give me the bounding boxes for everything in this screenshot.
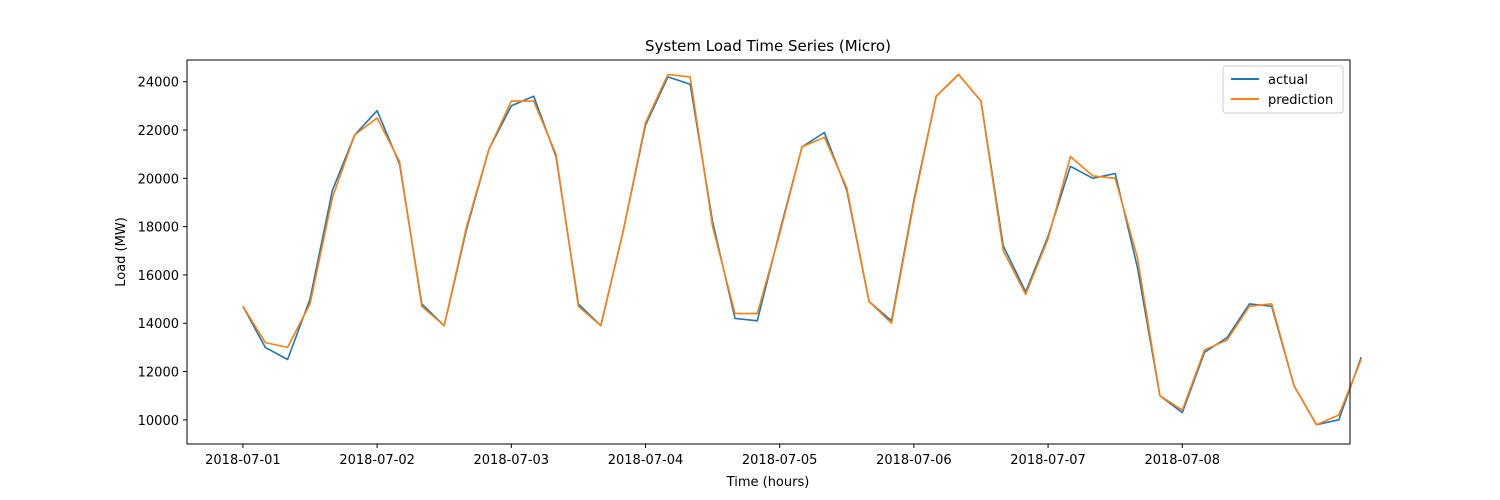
y-tick-label: 20000 bbox=[138, 172, 179, 187]
series-layer bbox=[242, 73, 1362, 426]
x-tick-label: 2018-07-05 bbox=[742, 453, 818, 468]
x-axis-ticks: 2018-07-01 2018-07-02 2018-07-03 2018-07-04… bbox=[205, 444, 1220, 468]
legend: actual prediction bbox=[1222, 65, 1344, 114]
legend-box bbox=[1222, 65, 1344, 114]
x-tick-label: 2018-07-06 bbox=[876, 453, 952, 468]
plot-frame bbox=[186, 59, 1351, 445]
x-tick-label: 2018-07-03 bbox=[474, 453, 550, 468]
y-tick-label: 18000 bbox=[138, 221, 179, 236]
y-axis-ticks: 10000 12000 14000 16000 18000 20000 22000 24000 bbox=[138, 76, 187, 429]
x-tick-label: 2018-07-07 bbox=[1010, 453, 1086, 468]
x-tick-label: 2018-07-02 bbox=[339, 453, 415, 468]
x-tick-label: 2018-07-04 bbox=[608, 453, 684, 468]
y-tick-label: 10000 bbox=[138, 414, 179, 429]
legend-label-actual: actual bbox=[1268, 73, 1308, 88]
chart-title: System Load Time Series (Micro) bbox=[645, 37, 891, 55]
x-tick-label: 2018-07-08 bbox=[1144, 453, 1220, 468]
y-tick-label: 22000 bbox=[138, 124, 179, 139]
series-line-prediction bbox=[242, 73, 1362, 426]
legend-label-prediction: prediction bbox=[1268, 93, 1333, 108]
x-axis-label: Time (hours) bbox=[726, 475, 810, 490]
x-tick-label: 2018-07-01 bbox=[205, 453, 281, 468]
y-tick-label: 12000 bbox=[138, 366, 179, 381]
y-axis-label: Load (MW) bbox=[114, 217, 129, 287]
y-tick-label: 16000 bbox=[138, 269, 179, 284]
y-tick-label: 14000 bbox=[138, 317, 179, 332]
plot-area bbox=[187, 60, 1350, 444]
y-tick-label: 24000 bbox=[138, 76, 179, 91]
